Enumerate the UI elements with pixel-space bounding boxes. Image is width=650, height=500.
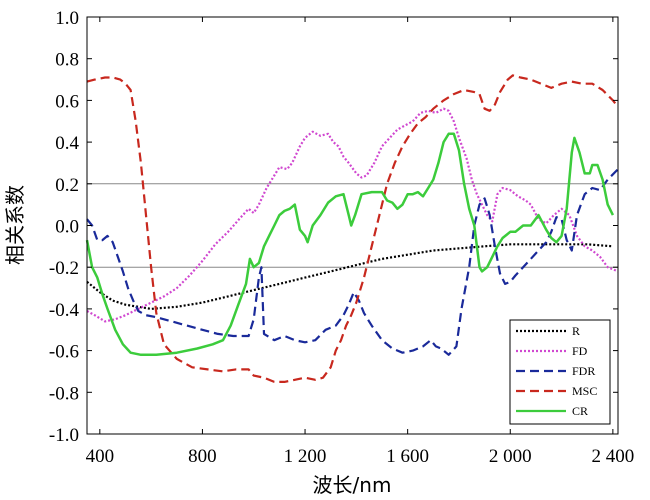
x-tick-label: 1 200: [284, 446, 327, 467]
series-line-fdr: [86, 168, 619, 356]
x-tick-label: 2 000: [489, 446, 532, 467]
y-axis-title: 相关系数: [3, 185, 27, 265]
y-tick-label: 0.8: [55, 50, 79, 71]
x-tick-label: 400: [86, 446, 115, 467]
y-tick-label: -1.0: [49, 425, 79, 446]
y-tick-label: 1.0: [55, 8, 79, 29]
legend-label-msc: MSC: [572, 384, 597, 398]
series-line-r: [86, 243, 613, 310]
grid-lines: [87, 183, 618, 268]
legend-label-cr: CR: [572, 404, 588, 418]
x-axis-title: 波长/nm: [313, 473, 392, 497]
legend-label-fd: FD: [572, 344, 588, 358]
y-tick-label: -0.8: [49, 383, 79, 404]
y-tick-label: 0.2: [55, 175, 79, 196]
y-tick-label: 0.4: [55, 133, 79, 154]
series-group: [85, 74, 619, 383]
x-tick-label: 2 400: [591, 446, 634, 467]
legend: R FD FDR MSC CR: [509, 319, 611, 425]
x-axis: 400 800 1 200 1 600 2 000 2 400: [86, 17, 634, 467]
y-tick-label: -0.6: [49, 342, 79, 363]
y-tick-label: -0.2: [49, 258, 79, 279]
series-line-msc: [86, 74, 619, 383]
x-tick-label: 800: [188, 446, 217, 467]
series-line-cr: [85, 132, 615, 357]
y-tick-label: 0.6: [55, 91, 79, 112]
legend-label-fdr: FDR: [572, 364, 595, 378]
x-tick-label: 1 600: [386, 446, 429, 467]
y-axis: 1.0 0.8 0.6 0.4 0.2 0.0 -0.2 -0.4 -0.6 -0.8 -1.0: [49, 8, 618, 446]
legend-label-r: R: [572, 324, 580, 338]
y-tick-label: 0.0: [55, 217, 79, 238]
y-tick-label: -0.4: [49, 300, 80, 321]
